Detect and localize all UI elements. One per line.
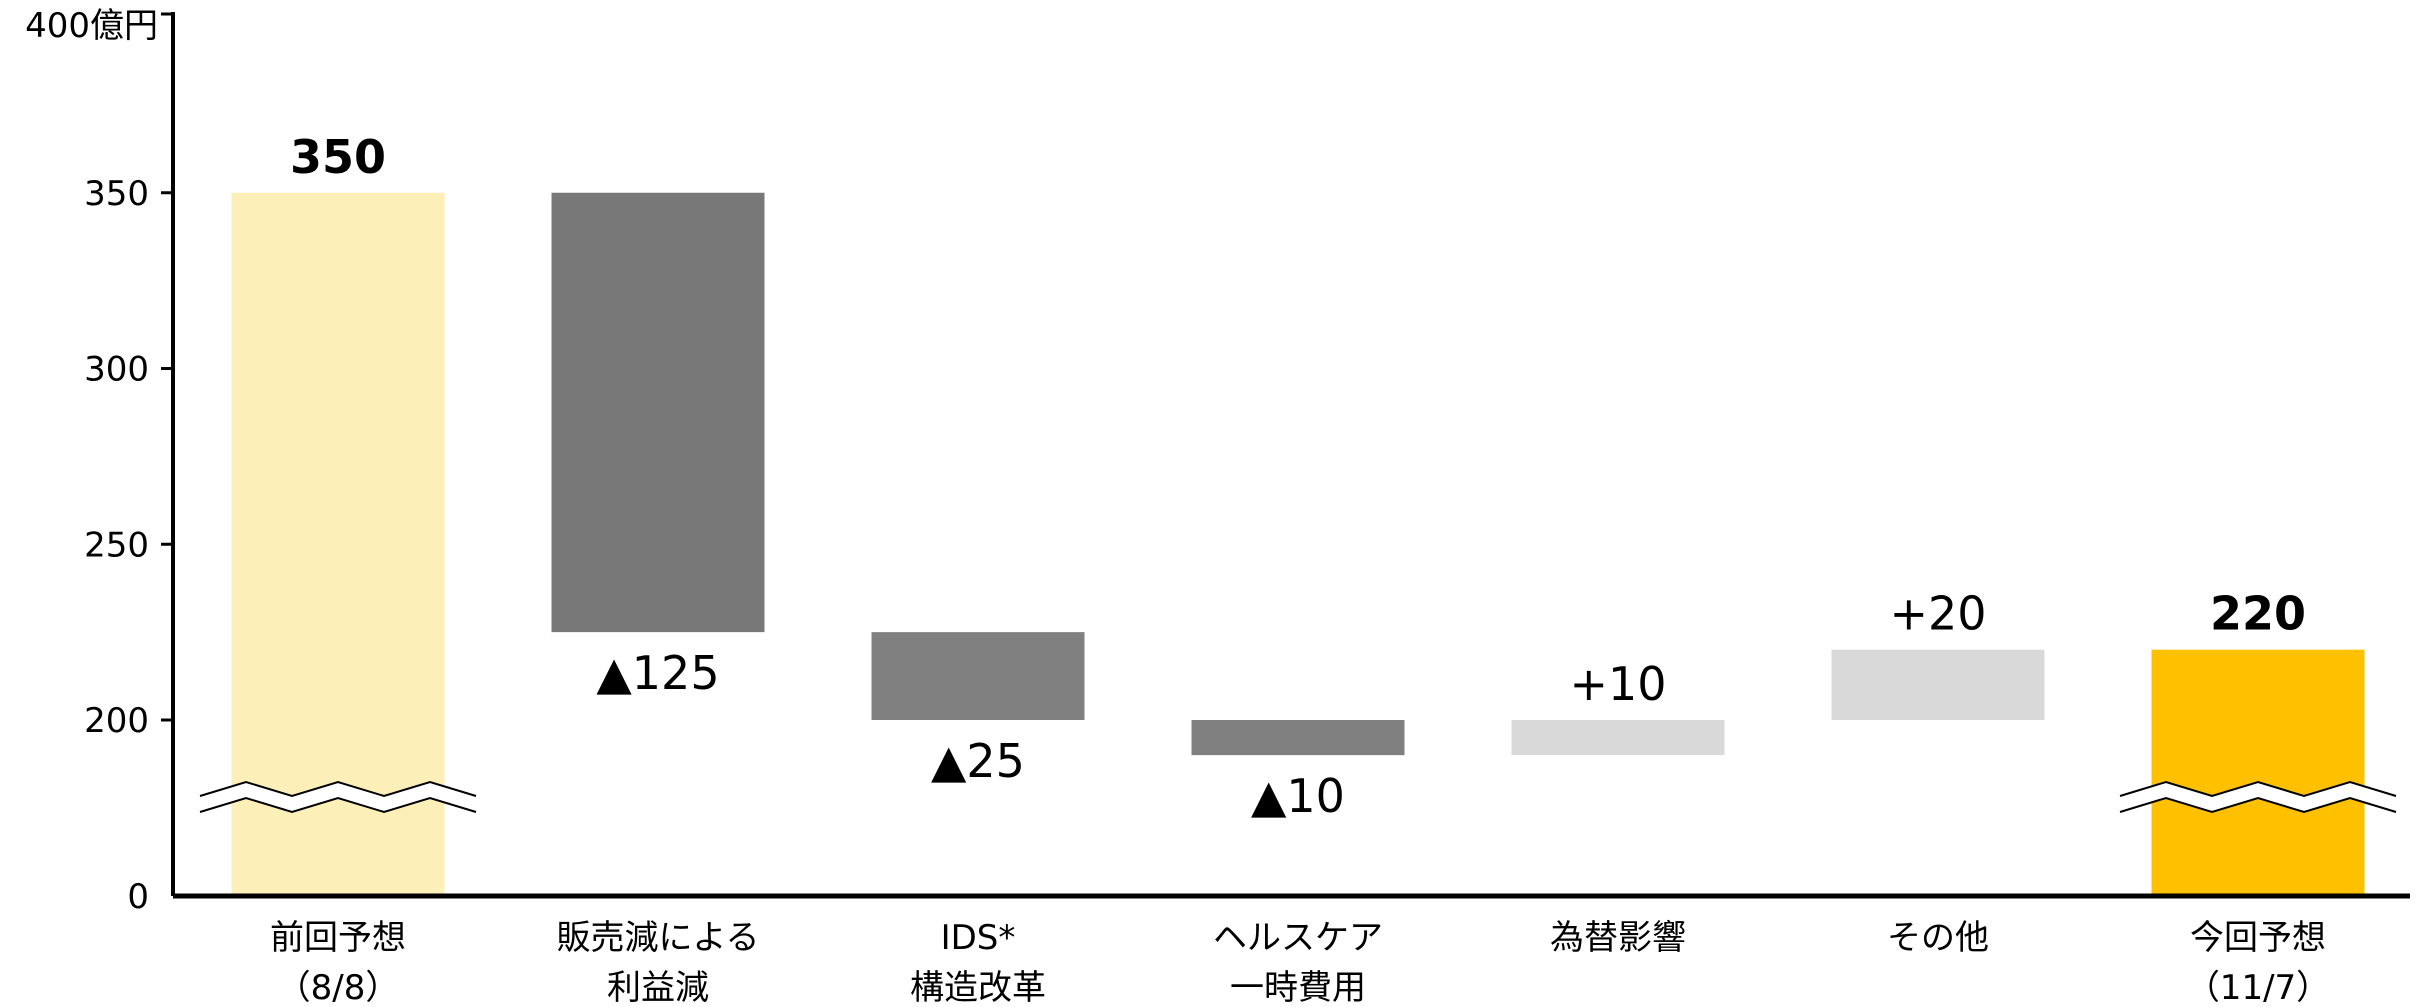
y-tick-label-250: 250 [84, 525, 149, 565]
category-label-2-0: IDS* [941, 918, 1016, 958]
y-axis-unit-label: 400億円 [25, 6, 158, 46]
data-label-5: +20 [1889, 587, 1986, 641]
data-labels-group: 350 ▲125 ▲25 ▲10 +10 +20 220 [290, 130, 2306, 823]
y-axis: 0 200 250 300 350 400億円 [25, 6, 175, 917]
axis-break-line-upper-6 [2119, 780, 2397, 798]
data-label-2: ▲25 [931, 734, 1025, 788]
y-tick-label-200: 200 [84, 701, 149, 741]
bars-group [231, 192, 2365, 896]
bar-4 [1511, 720, 1725, 756]
data-label-4: +10 [1569, 657, 1666, 711]
bar-2 [871, 632, 1085, 720]
y-tick-label-300: 300 [84, 350, 149, 390]
data-label-1: ▲125 [596, 646, 719, 700]
y-tick-label-350: 350 [84, 174, 149, 214]
bar-3 [1191, 720, 1405, 756]
data-label-3: ▲10 [1251, 769, 1345, 823]
category-label-3-1: 一時費用 [1230, 968, 1366, 1007]
data-label-6: 220 [2210, 587, 2306, 641]
bar-0 [231, 192, 445, 896]
category-label-6-1: （11/7） [2186, 968, 2330, 1007]
bar-1 [551, 192, 765, 633]
axis-break-line-upper-0 [199, 780, 477, 798]
category-label-5-0: その他 [1887, 918, 1989, 958]
category-label-0-0: 前回予想 [270, 918, 406, 958]
category-label-6-0: 今回予想 [2190, 918, 2326, 958]
category-label-4-0: 為替影響 [1550, 918, 1686, 958]
axis-break-line-lower-0 [199, 796, 477, 814]
category-label-1-0: 販売減による [557, 918, 760, 958]
category-label-3-0: ヘルスケア [1213, 918, 1383, 958]
y-tick-label-0: 0 [127, 877, 149, 917]
bar-5 [1831, 649, 2045, 720]
bar-6 [2151, 649, 2365, 896]
category-label-1-1: 利益減 [607, 968, 709, 1007]
axis-break-line-lower-6 [2119, 796, 2397, 814]
data-label-0: 350 [290, 130, 386, 184]
category-label-0-1: （8/8） [277, 968, 400, 1007]
category-label-2-1: 構造改革 [910, 968, 1046, 1007]
axis-break-markers [199, 780, 2397, 814]
